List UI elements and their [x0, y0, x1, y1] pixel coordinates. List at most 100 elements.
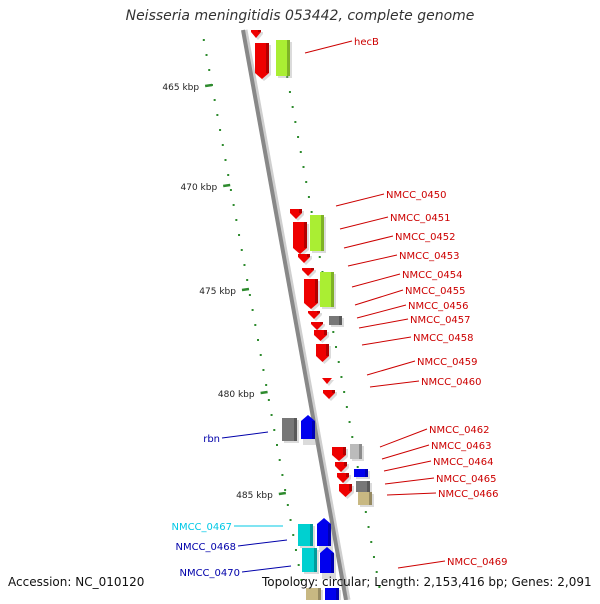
gene-label: NMCC_0450: [386, 190, 447, 201]
gene-edge: [318, 588, 321, 600]
gene-edge: [365, 469, 368, 477]
gene-label-leader: [369, 380, 420, 388]
gene-body: [332, 447, 346, 461]
gene-edge: [359, 444, 362, 459]
gene-0451: [293, 222, 309, 256]
gene-edge: [294, 418, 297, 441]
gene-body: [310, 215, 324, 251]
gene-0457b: [311, 322, 325, 332]
gene-bottom-b: [325, 588, 341, 602]
gene-body: [302, 268, 314, 276]
gene-edge: [258, 30, 261, 32]
gene-body: [314, 330, 327, 341]
gene-label: hecB: [354, 37, 379, 48]
gene-0467b: [302, 548, 319, 574]
gene-label-leader: [358, 318, 409, 329]
accession-text: Accession: NC_010120: [8, 575, 145, 589]
gene-edge: [344, 462, 347, 466]
gene-0466a: [356, 481, 372, 494]
gene-label: NMCC_0463: [431, 441, 492, 452]
gene-label-leader: [339, 216, 389, 230]
gene-label: NMCC_0451: [390, 213, 451, 224]
gene-body: [304, 279, 318, 309]
gene-0456b: [308, 311, 322, 321]
axis-tick: [223, 183, 231, 188]
gene-body: [293, 222, 307, 254]
gene-label-leader: [343, 235, 394, 249]
gene-body: [329, 316, 342, 325]
gene-body: [298, 524, 313, 546]
gene-label: NMCC_0460: [421, 377, 482, 388]
gene-edge: [336, 588, 339, 600]
genome-summary-text: Topology: circular; Length: 2,153,416 bp…: [262, 575, 592, 589]
gene-0453: [298, 254, 312, 265]
gene-label-leader: [386, 492, 437, 496]
gene-label: NMCC_0456: [408, 301, 469, 312]
axis-tick: [241, 287, 250, 292]
gene-edge: [310, 524, 313, 546]
gene-body: [306, 588, 321, 600]
gene-edge: [339, 316, 342, 325]
gene-edge: [324, 330, 327, 335]
gene-0455: [304, 279, 320, 311]
gene-0456: [320, 272, 336, 309]
gene-label: NMCC_0455: [405, 286, 466, 297]
gene-bottom-a: [306, 588, 323, 602]
gene-label: NMCC_0457: [410, 315, 471, 326]
gene-0463: [350, 444, 364, 461]
gene-body: [290, 209, 302, 219]
gene-label-leader: [379, 428, 428, 448]
gene-label-leader: [361, 336, 412, 346]
gene-label: NMCC_0469: [447, 557, 508, 568]
gene-0465: [337, 473, 351, 485]
gene-edge: [328, 524, 331, 546]
gene-label-leader: [356, 304, 407, 319]
axis-tick-label: 475 kbp: [199, 287, 236, 297]
gene-body: [282, 418, 297, 441]
gene-0450: [290, 209, 304, 221]
gene-body: [255, 43, 269, 79]
gene-label-leader: [383, 460, 432, 472]
gene-label-leader: [397, 560, 446, 569]
gene-0466b: [358, 492, 374, 507]
gene-body: [325, 588, 339, 600]
gene-label: NMCC_0454: [402, 270, 463, 281]
gene-body: [322, 378, 332, 384]
axis-tick-label: 480 kbp: [218, 390, 255, 400]
gene-edge: [266, 43, 269, 73]
gene-edge: [367, 481, 370, 492]
gene-edge: [304, 222, 307, 248]
gene-edge: [321, 215, 324, 251]
gene-top: [251, 30, 263, 40]
gene-hecb-b: [276, 40, 292, 78]
gene-label: NMCC_0459: [417, 357, 478, 368]
axis-tick-label: 465 kbp: [162, 83, 199, 93]
gene-0468: [317, 518, 333, 552]
gene-0462: [332, 447, 348, 463]
gene-body: [335, 462, 347, 472]
gene-body: [356, 481, 370, 492]
axis-tick-label: 470 kbp: [181, 183, 218, 193]
gene-edge: [314, 548, 317, 572]
gene-body: [298, 254, 310, 263]
gc-content-track: [202, 39, 381, 588]
gene-label-leader: [351, 273, 401, 288]
gene-label: NMCC_0453: [399, 251, 460, 262]
gene-body: [311, 322, 323, 330]
gene-edge: [299, 209, 302, 213]
gene-edge: [346, 473, 349, 477]
gene-edge: [331, 553, 334, 573]
gene-label-leader: [304, 40, 353, 54]
gene-edge: [343, 447, 346, 455]
gene-0470: [320, 547, 336, 579]
gene-edge: [287, 40, 290, 76]
gene-0464: [335, 462, 349, 474]
axis-tick: [278, 491, 287, 496]
gene-edge: [307, 254, 310, 257]
gene-0459: [316, 344, 331, 364]
gene-label-leader: [221, 431, 269, 439]
gene-body: [320, 547, 334, 573]
genome-backbone: [241, 29, 348, 601]
gene-label: NMCC_0470: [179, 568, 240, 579]
gene-hecb-a: [255, 43, 271, 81]
